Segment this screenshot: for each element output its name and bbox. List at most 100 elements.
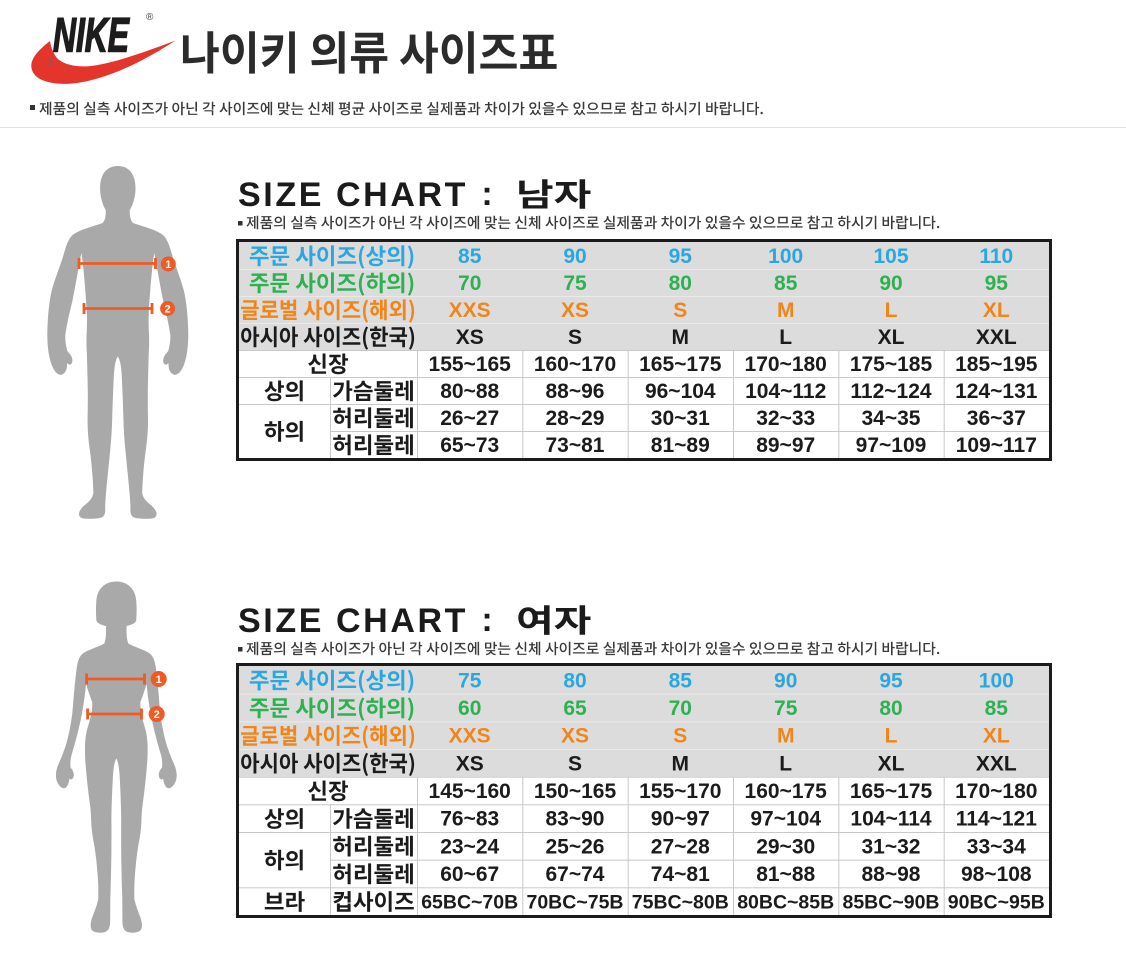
svg-text:89~97: 89~97 [756, 434, 815, 457]
svg-text:97~104: 97~104 [750, 808, 821, 831]
svg-text:70BC~75B: 70BC~75B [526, 892, 623, 914]
svg-text:100: 100 [979, 669, 1014, 692]
svg-text:105: 105 [873, 245, 908, 268]
svg-text:95: 95 [879, 669, 903, 692]
svg-text:®: ® [47, 57, 54, 67]
svg-text:XXS: XXS [449, 725, 491, 748]
svg-text:NIKE: NIKE [53, 10, 130, 63]
svg-text:73~81: 73~81 [546, 434, 605, 457]
svg-text:23~24: 23~24 [440, 835, 499, 858]
svg-text:SIZE CHART: SIZE CHART [238, 602, 468, 640]
svg-text:XL: XL [878, 752, 905, 775]
svg-text:160~170: 160~170 [534, 353, 616, 376]
svg-text:95: 95 [985, 272, 1009, 295]
svg-text:85BC~90B: 85BC~90B [842, 892, 939, 914]
svg-text:114~121: 114~121 [956, 808, 1038, 831]
svg-text:104~114: 104~114 [850, 808, 932, 831]
svg-text::: : [481, 601, 492, 639]
svg-text:160~175: 160~175 [745, 780, 828, 803]
svg-text:XXS: XXS [449, 299, 491, 322]
svg-text:85: 85 [774, 272, 798, 295]
svg-text:XS: XS [456, 326, 484, 349]
svg-text:83~90: 83~90 [546, 808, 605, 831]
svg-text::: : [481, 175, 492, 213]
svg-text:81~88: 81~88 [756, 863, 815, 886]
svg-text:27~28: 27~28 [651, 835, 710, 858]
svg-text:75: 75 [563, 272, 587, 295]
svg-text:150~165: 150~165 [534, 780, 617, 803]
svg-text:90BC~95B: 90BC~95B [948, 892, 1045, 914]
svg-text:170~180: 170~180 [955, 780, 1037, 803]
svg-text:28~29: 28~29 [546, 407, 605, 430]
svg-text:XXL: XXL [976, 752, 1017, 775]
svg-text:85: 85 [985, 697, 1009, 720]
svg-text:M: M [672, 752, 690, 775]
svg-text:81~89: 81~89 [651, 434, 710, 457]
svg-text:S: S [568, 326, 582, 349]
svg-text:26~27: 26~27 [440, 407, 499, 430]
svg-text:145~160: 145~160 [429, 780, 511, 803]
svg-text:31~32: 31~32 [862, 835, 921, 858]
svg-text:124~131: 124~131 [955, 380, 1038, 403]
svg-text:185~195: 185~195 [955, 353, 1038, 376]
svg-text:98~108: 98~108 [961, 863, 1032, 886]
svg-text:XL: XL [983, 725, 1010, 748]
svg-text:165~175: 165~175 [639, 353, 722, 376]
svg-text:65~73: 65~73 [440, 434, 499, 457]
svg-text:170~180: 170~180 [745, 353, 827, 376]
svg-text:80: 80 [563, 669, 586, 692]
svg-text:1: 1 [156, 674, 162, 686]
svg-text:SIZE CHART: SIZE CHART [238, 176, 468, 214]
svg-text:65BC~70B: 65BC~70B [421, 892, 518, 914]
svg-text:90~97: 90~97 [651, 808, 710, 831]
svg-text:85: 85 [458, 245, 482, 268]
svg-text:XL: XL [983, 299, 1010, 322]
svg-text:1: 1 [165, 259, 171, 271]
svg-text:96~104: 96~104 [645, 380, 716, 403]
svg-text:L: L [885, 725, 898, 748]
svg-text:XS: XS [561, 299, 589, 322]
svg-text:M: M [672, 326, 690, 349]
svg-text:76~83: 76~83 [440, 808, 499, 831]
svg-text:80~88: 80~88 [440, 380, 499, 403]
svg-text:85: 85 [669, 669, 693, 692]
svg-text:65: 65 [563, 697, 587, 720]
svg-text:67~74: 67~74 [546, 863, 605, 886]
svg-text:70: 70 [458, 272, 481, 295]
svg-text:®: ® [146, 12, 154, 23]
svg-text:S: S [568, 752, 582, 775]
svg-text:75: 75 [458, 669, 482, 692]
svg-text:32~33: 32~33 [756, 407, 815, 430]
svg-text:34~35: 34~35 [862, 407, 921, 430]
svg-text:36~37: 36~37 [967, 407, 1026, 430]
svg-text:60~67: 60~67 [440, 863, 499, 886]
svg-text:80: 80 [879, 697, 902, 720]
svg-text:90: 90 [879, 272, 902, 295]
svg-text:165~175: 165~175 [850, 780, 933, 803]
svg-text:2: 2 [154, 709, 160, 721]
svg-text:S: S [673, 299, 687, 322]
svg-text:30~31: 30~31 [651, 407, 710, 430]
svg-text:110: 110 [979, 245, 1013, 268]
svg-text:104~112: 104~112 [745, 380, 826, 403]
svg-text:60: 60 [458, 697, 481, 720]
svg-text:XL: XL [878, 326, 905, 349]
svg-text:100: 100 [768, 245, 803, 268]
svg-text:70: 70 [669, 697, 692, 720]
svg-text:29~30: 29~30 [756, 835, 815, 858]
svg-text:155~165: 155~165 [429, 353, 512, 376]
svg-text:88~98: 88~98 [862, 863, 921, 886]
svg-text:M: M [777, 299, 795, 322]
svg-text:95: 95 [669, 245, 693, 268]
svg-text:175~185: 175~185 [850, 353, 933, 376]
svg-text:75: 75 [774, 697, 798, 720]
svg-text:80BC~85B: 80BC~85B [737, 892, 834, 914]
svg-text:XS: XS [456, 752, 484, 775]
svg-text:L: L [779, 752, 792, 775]
svg-text:90: 90 [774, 669, 797, 692]
svg-text:75BC~80B: 75BC~80B [632, 892, 729, 914]
svg-text:74~81: 74~81 [651, 863, 710, 886]
svg-text:155~170: 155~170 [639, 780, 721, 803]
svg-text:XXL: XXL [976, 326, 1017, 349]
svg-text:L: L [779, 326, 792, 349]
